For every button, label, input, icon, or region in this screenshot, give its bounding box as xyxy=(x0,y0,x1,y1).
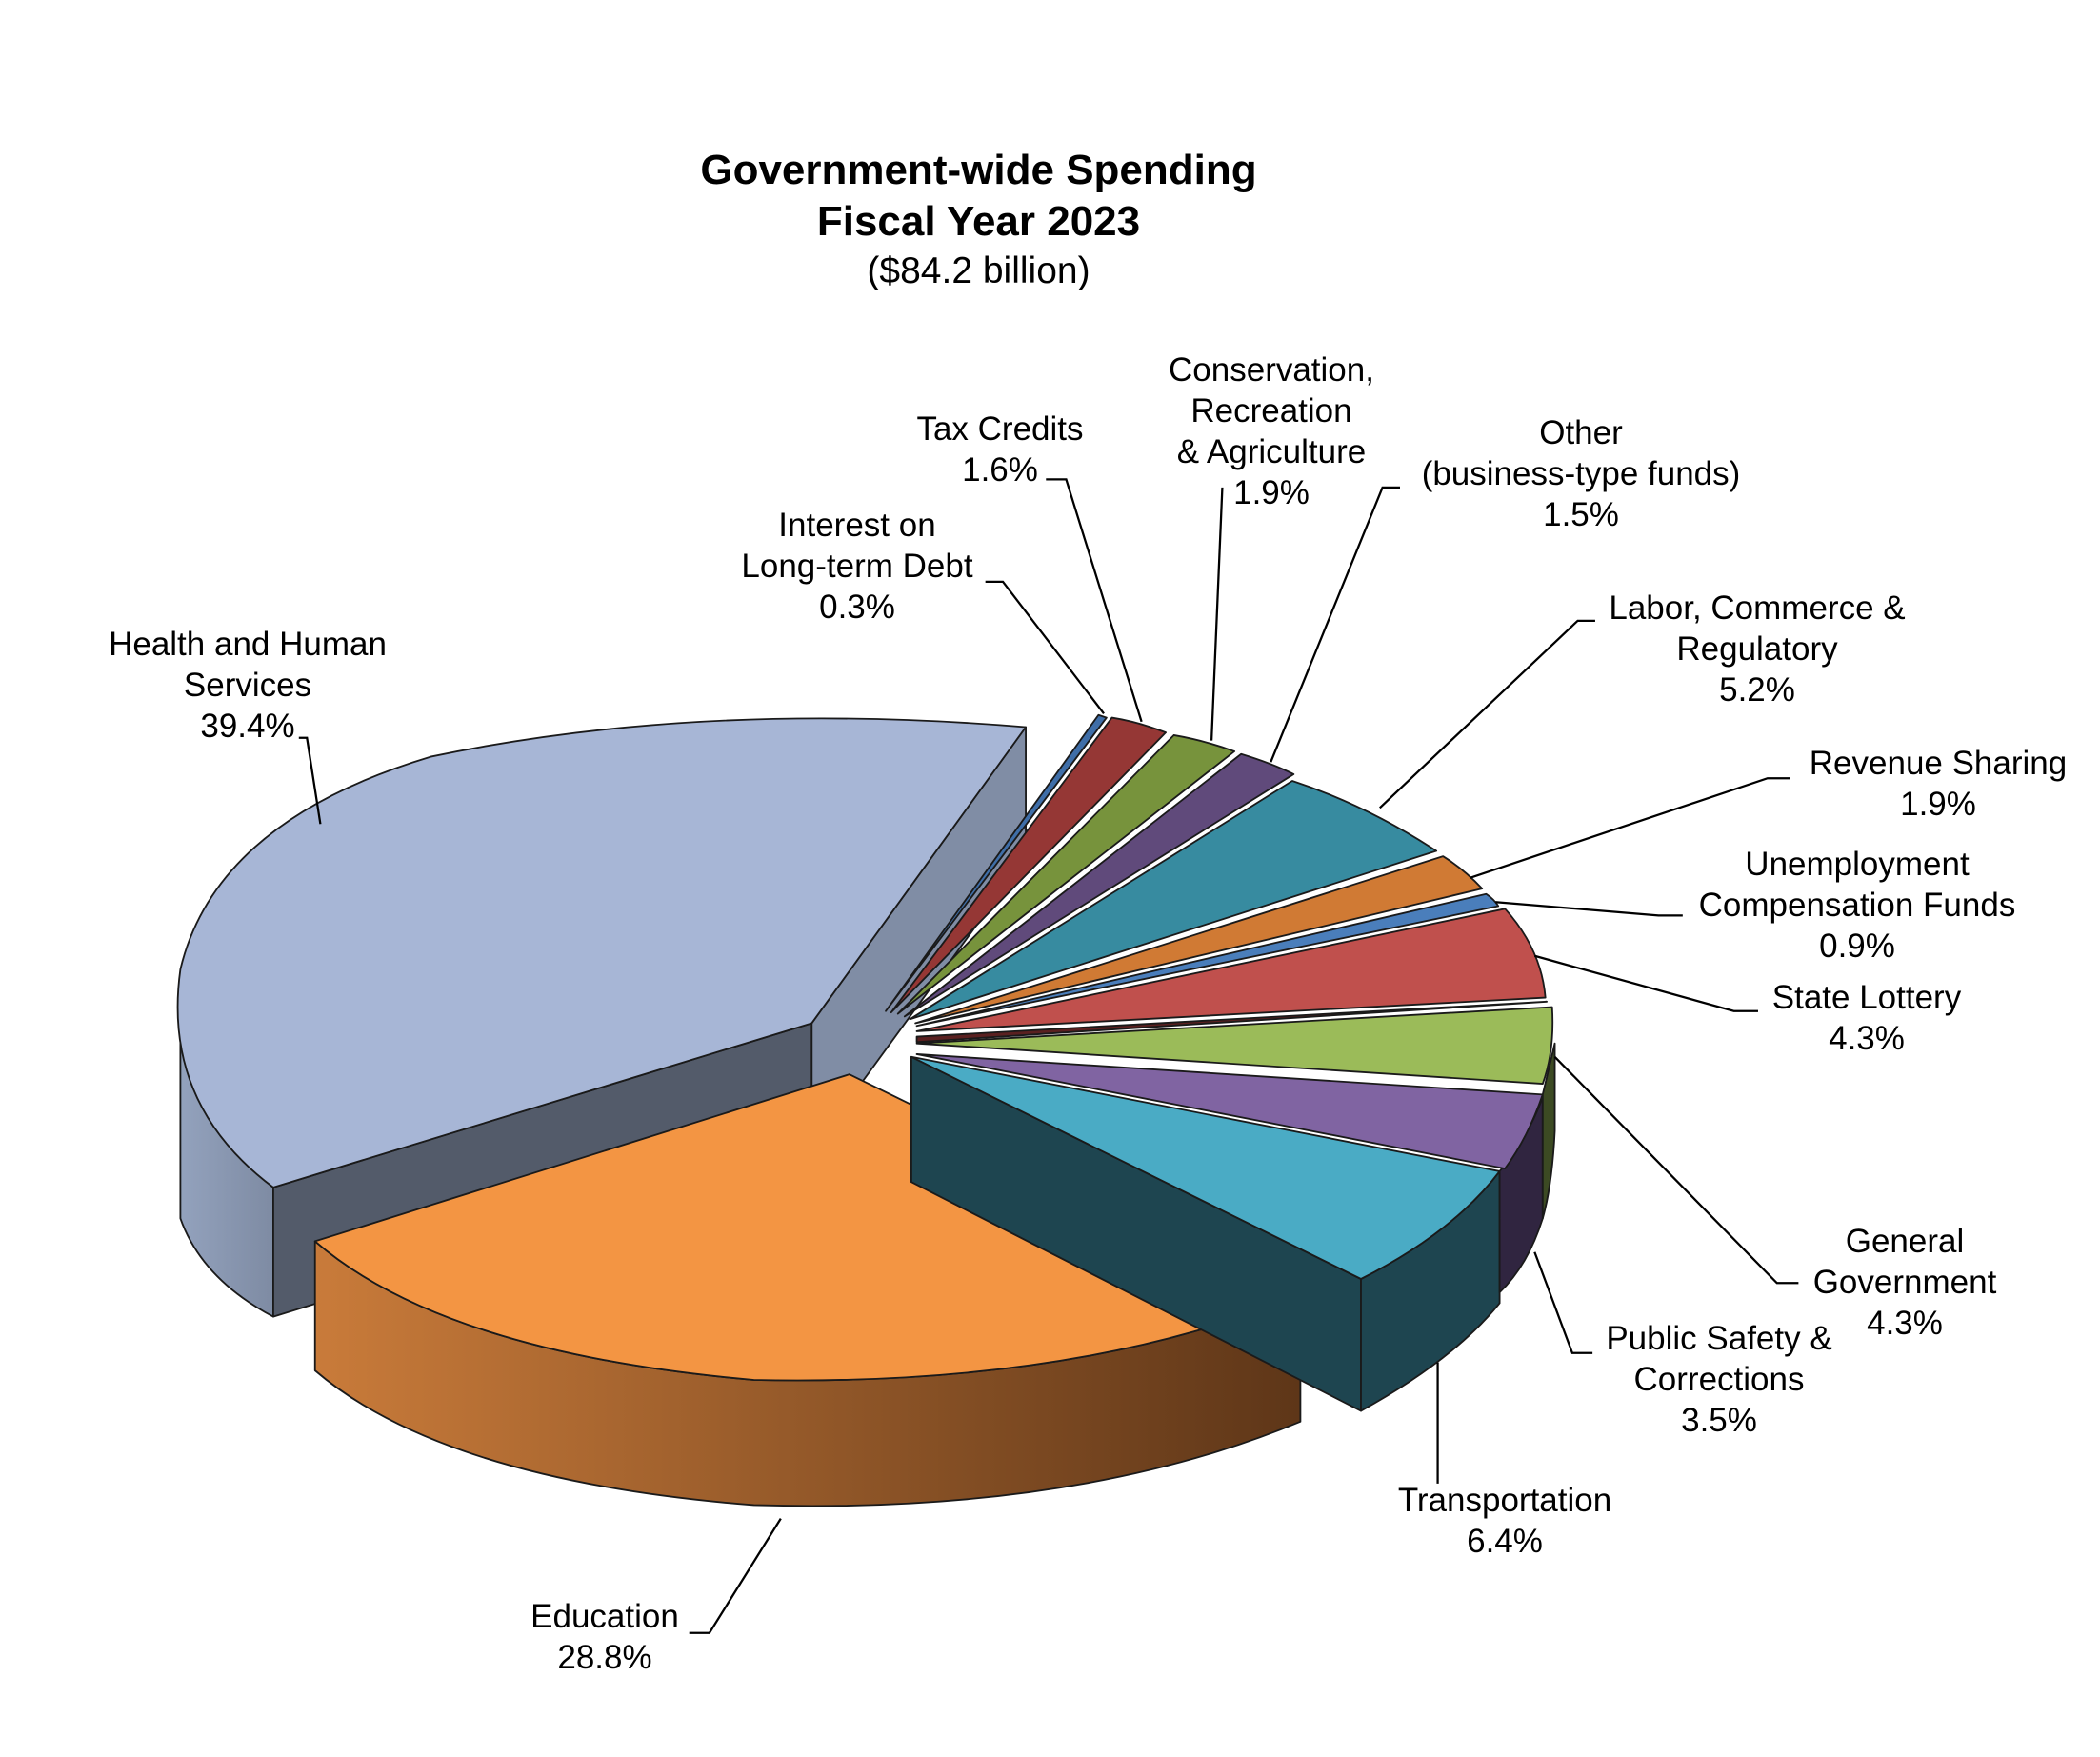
label-unemployment: Unemployment Compensation Funds 0.9% xyxy=(1676,844,2038,967)
slice-other xyxy=(903,752,1295,1018)
label-text: Revenue Sharing xyxy=(1809,745,2068,782)
label-value: 1.9% xyxy=(1900,786,1976,823)
slice-interest xyxy=(885,713,1108,1012)
label-value: 1.6% xyxy=(962,451,1038,489)
label-text: Regulatory xyxy=(1676,630,1838,668)
label-value: 0.3% xyxy=(819,589,895,626)
slice-unemployment xyxy=(915,892,1500,1028)
label-text: Labor, Commerce & xyxy=(1609,589,1906,627)
label-text: Other xyxy=(1539,414,1623,451)
label-general-government: General Government 4.3% xyxy=(1790,1221,2019,1344)
slice-tax-credits xyxy=(890,716,1167,1014)
label-health-human-services: Health and Human Services 39.4% xyxy=(67,624,429,747)
label-public-safety: Public Safety & Corrections 3.5% xyxy=(1581,1318,1857,1441)
slice-labor-commerce xyxy=(909,780,1438,1021)
label-education: Education 28.8% xyxy=(495,1596,714,1678)
label-transportation: Transportation 6.4% xyxy=(1371,1480,1638,1562)
leader-lines xyxy=(298,478,1799,1634)
label-value: 3.5% xyxy=(1681,1402,1757,1439)
label-text: State Lottery xyxy=(1771,979,1962,1016)
label-value: 4.3% xyxy=(1829,1020,1905,1057)
label-value: 0.9% xyxy=(1819,928,1895,965)
label-text: & Agriculture xyxy=(1176,433,1367,470)
label-value: 1.5% xyxy=(1543,496,1619,533)
label-text: Tax Credits xyxy=(916,410,1084,448)
label-labor-commerce: Labor, Commerce & Regulatory 5.2% xyxy=(1581,588,1933,710)
label-value: 39.4% xyxy=(200,708,295,745)
label-text: General xyxy=(1845,1223,1965,1260)
label-text: Education xyxy=(530,1598,679,1635)
chart-subtitle: Fiscal Year 2023 xyxy=(816,198,1141,245)
label-text: Corrections xyxy=(1633,1361,1805,1398)
chart-title: Government-wide Spending xyxy=(700,147,1257,193)
label-text: Compensation Funds xyxy=(1698,887,2016,924)
label-state-lottery: State Lottery 4.3% xyxy=(1752,977,1981,1059)
label-value: 1.9% xyxy=(1233,474,1310,511)
label-conservation: Conservation, Recreation & Agriculture 1… xyxy=(1133,349,1410,513)
chart-total: ($84.2 billion) xyxy=(867,250,1090,291)
label-text: (business-type funds) xyxy=(1421,455,1741,492)
slice-state-lottery xyxy=(915,908,1548,1044)
slice-general-government xyxy=(915,1006,1556,1220)
label-text: Public Safety & xyxy=(1606,1320,1832,1357)
label-text: Long-term Debt xyxy=(741,548,973,585)
label-text: Government xyxy=(1812,1264,1997,1301)
slice-revenue-sharing xyxy=(914,855,1484,1025)
label-text: Conservation, xyxy=(1169,351,1374,389)
label-revenue-sharing: Revenue Sharing 1.9% xyxy=(1790,743,2086,825)
label-text: Recreation xyxy=(1190,392,1352,429)
label-text: Transportation xyxy=(1397,1482,1612,1519)
label-text: Unemployment xyxy=(1745,846,1970,883)
label-value: 5.2% xyxy=(1719,671,1795,709)
label-interest: Interest on Long-term Debt 0.3% xyxy=(724,505,990,628)
label-text: Health and Human xyxy=(109,626,387,663)
label-text: Services xyxy=(183,667,312,704)
label-other: Other (business-type funds) 1.5% xyxy=(1400,412,1762,535)
label-tax-credits: Tax Credits 1.6% xyxy=(895,409,1105,490)
slice-transportation xyxy=(910,1055,1501,1412)
label-value: 4.3% xyxy=(1867,1305,1943,1342)
label-value: 28.8% xyxy=(557,1639,652,1676)
label-value: 6.4% xyxy=(1467,1523,1543,1560)
chart-title-block: Government-wide Spending Fiscal Year 202… xyxy=(0,145,1957,295)
label-text: Interest on xyxy=(778,507,936,544)
slice-conservation xyxy=(896,734,1236,1015)
slice-education xyxy=(313,1073,1302,1507)
